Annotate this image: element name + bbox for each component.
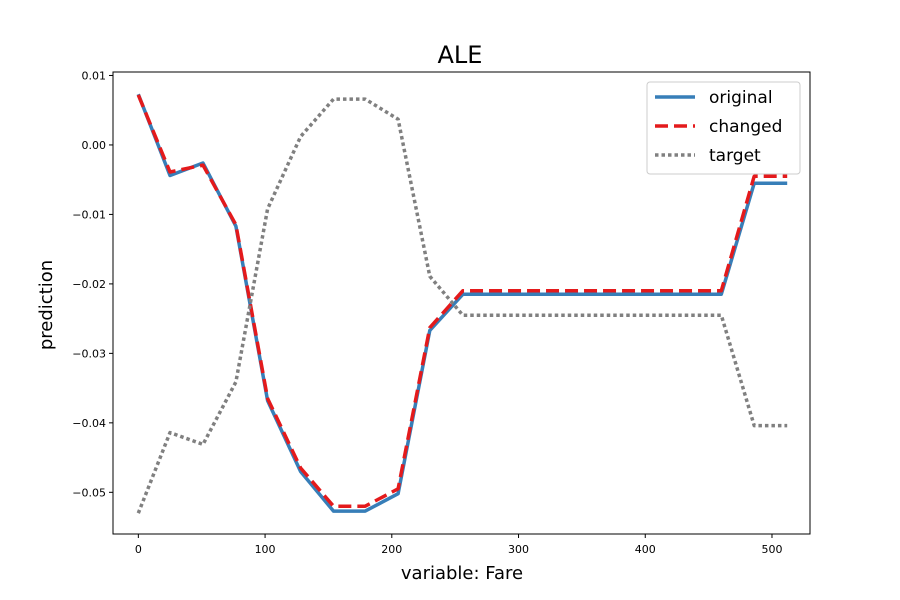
axes-frame <box>112 71 811 535</box>
series-line-target <box>136 97 788 514</box>
y-tick-label: −0.04 <box>72 417 106 430</box>
legend-label-original: original <box>709 88 773 108</box>
x-tick-label: 300 <box>508 543 529 556</box>
legend-label-target: target <box>709 146 761 166</box>
series-line-original <box>136 93 788 513</box>
x-tick-label: 0 <box>135 543 142 556</box>
series-line-changed <box>136 94 788 508</box>
x-axis-title: variable: Fare <box>401 563 523 584</box>
x-tick-label: 500 <box>761 543 782 556</box>
x-tick-label: 400 <box>635 543 656 556</box>
y-tick-label: 0.00 <box>82 139 107 152</box>
legend: original changed target <box>646 81 801 175</box>
y-tick-label: −0.03 <box>72 347 106 360</box>
x-tick-label: 100 <box>255 543 276 556</box>
chart-title: ALE <box>438 41 483 69</box>
y-tick-label: −0.02 <box>72 278 106 291</box>
legend-label-changed: changed <box>709 117 782 137</box>
y-tick-label: 0.01 <box>82 69 107 82</box>
y-tick-label: −0.05 <box>72 486 106 499</box>
y-axis-title: prediction <box>36 260 57 350</box>
x-tick-label: 200 <box>381 543 402 556</box>
y-tick-label: −0.01 <box>72 208 106 221</box>
plot-area: 0 100 200 300 400 500 0.01 0.00 −0.01 −0.02 −0.03 −… <box>72 69 811 556</box>
legend-box <box>646 81 801 175</box>
